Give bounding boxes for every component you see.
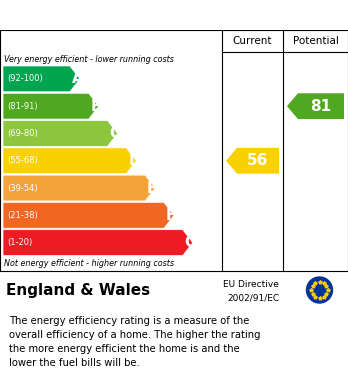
Text: Potential: Potential [293,36,339,46]
Text: G: G [185,235,197,250]
Text: England & Wales: England & Wales [6,283,150,298]
Text: C: C [110,126,121,141]
Text: A: A [72,72,84,86]
Text: The energy efficiency rating is a measure of the
overall efficiency of a home. T: The energy efficiency rating is a measur… [9,316,260,368]
Text: D: D [128,153,141,168]
Text: 56: 56 [247,153,269,168]
Text: E: E [147,181,158,196]
Text: (92-100): (92-100) [7,74,43,83]
Text: (55-68): (55-68) [7,156,38,165]
Text: EU Directive: EU Directive [223,280,279,289]
Text: B: B [91,99,102,114]
Text: Very energy efficient - lower running costs: Very energy efficient - lower running co… [4,54,174,63]
Polygon shape [3,148,136,174]
Polygon shape [3,93,99,119]
Polygon shape [3,66,80,92]
Polygon shape [3,175,155,201]
Text: Not energy efficient - higher running costs: Not energy efficient - higher running co… [4,260,174,269]
Text: (39-54): (39-54) [7,183,38,192]
Text: (1-20): (1-20) [7,238,32,247]
Circle shape [307,277,332,303]
Text: (69-80): (69-80) [7,129,38,138]
Polygon shape [3,230,193,255]
Text: (21-38): (21-38) [7,211,38,220]
Text: (81-91): (81-91) [7,102,38,111]
Text: 81: 81 [310,99,332,114]
Polygon shape [226,148,279,174]
Polygon shape [3,120,118,146]
Polygon shape [287,93,344,119]
Text: 2002/91/EC: 2002/91/EC [227,294,279,303]
Polygon shape [3,203,174,228]
Text: F: F [166,208,176,223]
Text: Energy Efficiency Rating: Energy Efficiency Rating [9,7,211,23]
Text: Current: Current [233,36,272,46]
